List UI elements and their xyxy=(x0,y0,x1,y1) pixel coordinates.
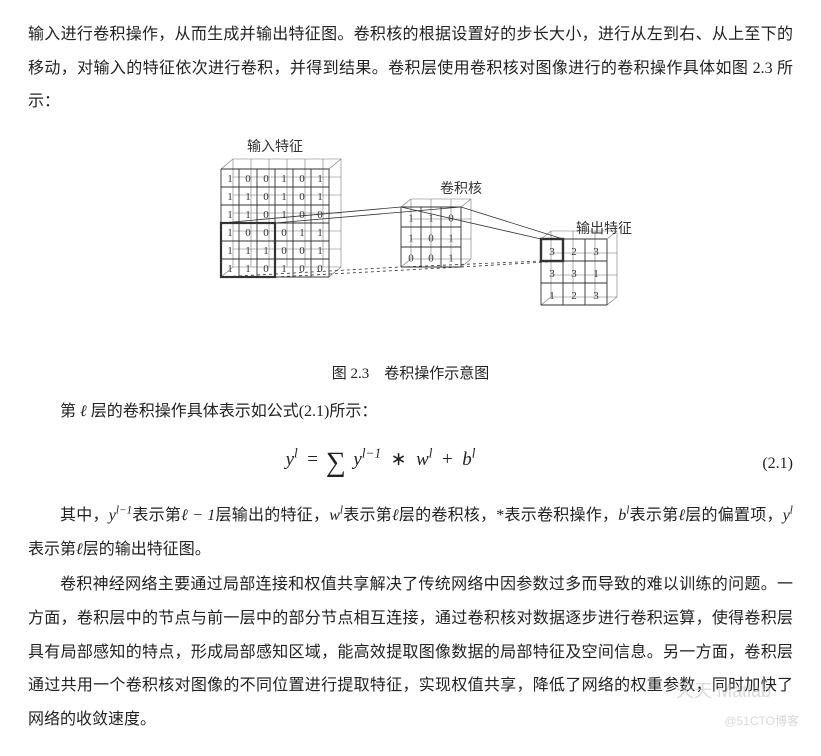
svg-text:0: 0 xyxy=(263,227,269,239)
svg-text:1: 1 xyxy=(227,227,233,239)
svg-text:卷积核: 卷积核 xyxy=(440,181,482,197)
eq-lhs-base: y xyxy=(286,449,294,470)
sym-w-l-base: w xyxy=(329,507,340,524)
sym-l4: ℓ xyxy=(76,541,83,558)
eq-op2: + xyxy=(442,449,453,470)
equation-body: yl = ∑ yl−1 ∗ wl + bl xyxy=(28,434,733,493)
svg-text:0: 0 xyxy=(281,245,287,257)
paragraph-cnn-properties: 卷积神经网络主要通过局部连接和权值共享解决了传统网络中因参数过多而导致的难以训练… xyxy=(28,568,793,736)
text: 层的偏置项， xyxy=(685,507,782,524)
svg-text:1: 1 xyxy=(245,209,251,221)
svg-text:1: 1 xyxy=(408,232,414,244)
svg-text:1: 1 xyxy=(227,173,233,185)
svg-text:1: 1 xyxy=(245,263,251,275)
text: 表示第 xyxy=(28,541,76,558)
eq-lhs-sup: l xyxy=(294,446,298,461)
svg-text:0: 0 xyxy=(281,227,287,239)
svg-text:0: 0 xyxy=(408,252,414,264)
text: 其中， xyxy=(60,507,109,524)
text: 第 xyxy=(60,403,80,420)
eq-t2-base: w xyxy=(416,449,429,470)
svg-text:1: 1 xyxy=(317,191,323,203)
svg-text:0: 0 xyxy=(317,263,323,275)
eq-op1: ∗ xyxy=(391,449,407,470)
svg-text:0: 0 xyxy=(428,252,434,264)
eq-t1-base: y xyxy=(353,449,361,470)
svg-text:1: 1 xyxy=(299,227,305,239)
svg-text:2: 2 xyxy=(571,246,577,258)
svg-text:2: 2 xyxy=(571,290,577,302)
text: 表示第 xyxy=(132,507,181,524)
svg-text:3: 3 xyxy=(593,246,599,258)
sym-y-l-base: y xyxy=(783,507,790,524)
watermark-source: @51CTO博客 xyxy=(724,709,799,734)
svg-text:1: 1 xyxy=(281,209,287,221)
svg-text:1: 1 xyxy=(593,268,599,280)
svg-text:0: 0 xyxy=(299,191,305,203)
svg-text:0: 0 xyxy=(299,209,305,221)
svg-text:1: 1 xyxy=(448,232,454,244)
text: 层的卷积核，*表示卷积操作， xyxy=(399,507,618,524)
svg-text:1: 1 xyxy=(281,173,287,185)
svg-text:1: 1 xyxy=(317,227,323,239)
text: 层输出的特征， xyxy=(215,507,329,524)
sym-y-lm1-base: y xyxy=(109,507,116,524)
figure-caption: 图 2.3 卷积操作示意图 xyxy=(28,359,793,391)
svg-text:3: 3 xyxy=(549,246,555,258)
svg-text:输入特征: 输入特征 xyxy=(247,139,303,155)
figure-convolution: 1001011101011101001000111110011101001101… xyxy=(28,129,793,352)
text: 层的输出特征图。 xyxy=(83,541,211,558)
svg-text:0: 0 xyxy=(245,173,251,185)
svg-text:1: 1 xyxy=(227,245,233,257)
sigma-icon: ∑ xyxy=(326,434,346,493)
paragraph-intro: 输入进行卷积操作，从而生成并输出特征图。卷积核的根据设置好的步长大小，进行从左到… xyxy=(28,18,793,119)
svg-text:1: 1 xyxy=(227,209,233,221)
sym-l2: ℓ xyxy=(392,507,399,524)
svg-text:0: 0 xyxy=(245,227,251,239)
svg-text:0: 0 xyxy=(263,173,269,185)
svg-text:0: 0 xyxy=(263,191,269,203)
convolution-diagram-svg: 1001011101011101001000111110011101001101… xyxy=(151,129,671,339)
svg-text:3: 3 xyxy=(571,268,577,280)
equation-number: (2.1) xyxy=(733,447,793,481)
svg-text:0: 0 xyxy=(299,173,305,185)
svg-text:1: 1 xyxy=(227,263,233,275)
svg-text:0: 0 xyxy=(299,245,305,257)
text: 表示第 xyxy=(343,507,392,524)
svg-text:1: 1 xyxy=(281,191,287,203)
svg-text:输出特征: 输出特征 xyxy=(576,221,632,237)
svg-text:0: 0 xyxy=(428,232,434,244)
svg-text:1: 1 xyxy=(317,173,323,185)
svg-text:1: 1 xyxy=(263,245,269,257)
watermark-brand: 天天 Matlab xyxy=(676,673,771,711)
eq-t3-base: b xyxy=(462,449,472,470)
svg-text:1: 1 xyxy=(245,245,251,257)
svg-text:0: 0 xyxy=(263,263,269,275)
svg-text:1: 1 xyxy=(408,212,414,224)
sym-y-lm1-sup: l−1 xyxy=(116,505,132,517)
layer-symbol: ℓ xyxy=(80,403,87,420)
eq-t1-sup: l−1 xyxy=(362,446,381,461)
paragraph-equation-intro: 第 ℓ 层的卷积操作具体表示如公式(2.1)所示： xyxy=(28,395,793,429)
text: 层的卷积操作具体表示如公式(2.1)所示： xyxy=(87,403,378,420)
equation-2-1: yl = ∑ yl−1 ∗ wl + bl (2.1) xyxy=(28,434,793,493)
svg-text:1: 1 xyxy=(448,252,454,264)
svg-text:1: 1 xyxy=(245,191,251,203)
eq-t2-sup: l xyxy=(429,446,433,461)
paragraph-explanation: 其中，yl−1表示第ℓ − 1层输出的特征，wl表示第ℓ层的卷积核，*表示卷积操… xyxy=(28,499,793,566)
eq-t3-sup: l xyxy=(472,446,476,461)
svg-text:3: 3 xyxy=(593,290,599,302)
svg-text:1: 1 xyxy=(317,245,323,257)
svg-text:0: 0 xyxy=(299,263,305,275)
svg-text:1: 1 xyxy=(549,290,555,302)
sym-y-l-sup: l xyxy=(790,505,793,517)
svg-text:3: 3 xyxy=(549,268,555,280)
text: 表示第 xyxy=(629,507,678,524)
sym-lm1: ℓ − 1 xyxy=(181,507,215,524)
svg-text:1: 1 xyxy=(227,191,233,203)
svg-text:1: 1 xyxy=(281,263,287,275)
